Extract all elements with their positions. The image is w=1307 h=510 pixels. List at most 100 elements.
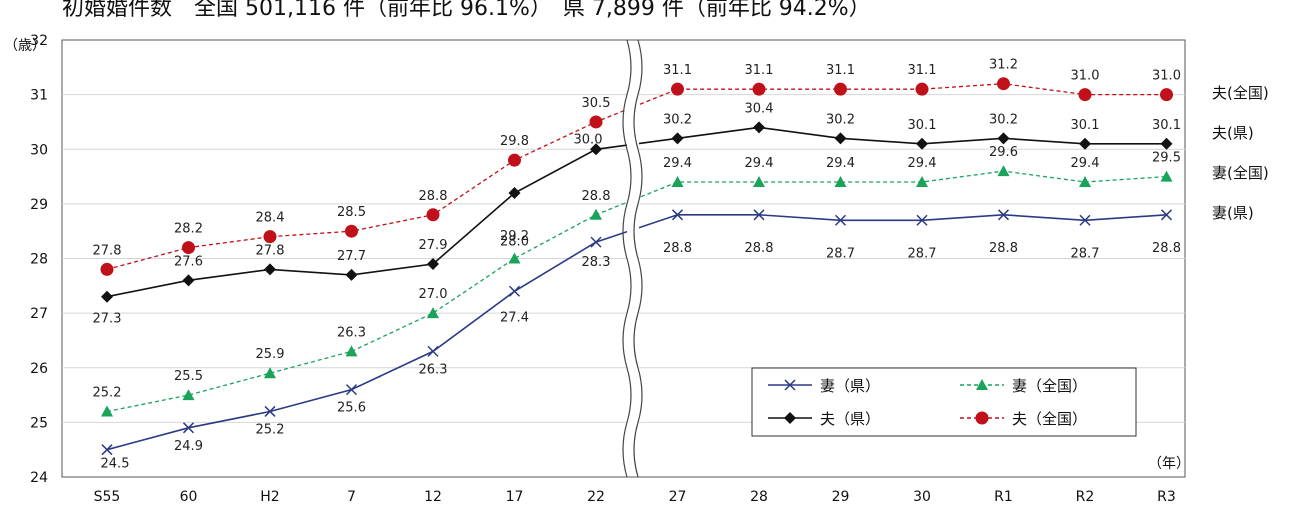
data-label: 31.1 [745,63,774,78]
side-label: 妻(県) [1212,204,1254,222]
data-point-husband_nat [1160,88,1173,102]
data-label: 29.4 [663,156,692,171]
data-point-husband_nat [263,230,277,244]
y-tick-label: 25 [30,415,48,431]
legend-label: 妻（県） [820,377,880,395]
data-label: 31.2 [989,58,1018,73]
data-label: 31.1 [826,63,855,78]
data-point-husband_pref [997,132,1010,145]
data-point-wife_pref [427,345,439,357]
data-label: 25.5 [174,369,203,384]
data-label: 28.8 [1152,241,1181,256]
data-point-husband_pref [834,132,847,145]
legend-label: 妻（全国） [1012,377,1087,395]
data-label: 30.2 [826,112,855,127]
data-label: 27.4 [500,310,529,325]
data-point-wife_nat [427,307,439,319]
data-point-wife_nat [753,176,765,188]
x-tick-label: 28 [750,489,768,505]
x-tick-label: 22 [587,489,605,505]
data-point-husband_pref [101,290,113,303]
data-label: 25.2 [93,385,122,400]
chart-caption: 初婚婚件数 全国 501,116 件（前年比 96.1%） 県 7,899 件（… [62,0,871,21]
data-point-husband_pref [508,186,521,199]
data-label: 27.6 [174,254,203,269]
data-point-husband_pref [753,121,765,134]
data-point-husband_nat [997,77,1010,91]
data-label: 28.7 [908,246,937,261]
side-label: 夫(県) [1212,124,1254,142]
x-tick-label: 12 [424,489,442,505]
data-point-husband_pref [1079,137,1091,150]
data-label: 27.8 [256,243,285,258]
data-label: 24.9 [174,439,203,454]
data-point-husband_nat [834,82,847,96]
data-point-wife_nat [590,208,602,220]
y-tick-label: 32 [30,33,48,49]
data-point-husband_nat [915,82,929,96]
x-tick-label: S55 [94,489,121,505]
data-point-wife_pref [916,214,928,226]
data-point-husband_pref [345,268,358,281]
data-point-husband_pref [182,274,195,287]
side-label: 妻(全国) [1212,164,1269,182]
x-tick-label: 60 [180,489,198,505]
y-tick-label: 28 [30,252,48,268]
y-tick-label: 30 [30,142,48,158]
data-point-wife_pref [345,384,358,396]
data-label: 28.2 [174,222,203,237]
y-tick-label: 27 [30,306,48,322]
data-point-husband_nat [508,153,521,167]
data-label: 28.0 [500,235,529,250]
legend-label: 夫（全国） [1012,410,1087,428]
data-point-husband_pref [671,132,684,145]
data-point-wife_nat [916,176,928,188]
legend-label: 夫（県） [820,410,880,428]
data-point-husband_nat [345,224,358,238]
data-point-wife_nat [101,405,113,417]
data-label: 29.8 [500,134,529,149]
data-label: 29.4 [908,156,937,171]
data-label: 28.8 [989,241,1018,256]
x-tick-label: H2 [260,489,279,505]
y-tick-label: 31 [30,88,48,104]
data-label: 28.4 [256,211,285,226]
x-axis-unit: （年） [1148,456,1190,472]
data-label: 31.0 [1152,69,1181,84]
y-tick-label: 26 [30,361,48,377]
data-point-husband_nat [752,82,766,96]
data-label: 31.1 [908,63,937,78]
x-tick-label: R3 [1157,489,1176,505]
data-label: 30.1 [908,118,937,133]
legend-box [751,367,1137,437]
axis-break [622,39,643,478]
data-label: 29.5 [1152,151,1181,166]
data-label: 31.0 [1071,69,1100,84]
data-label: 28.8 [582,189,611,204]
data-point-husband_pref [590,143,602,156]
data-point-wife_pref [997,209,1010,221]
series-markers [100,77,1173,456]
x-tick-label: R2 [1076,489,1095,505]
data-point-wife_nat [671,176,684,188]
data-label: 27.7 [337,249,366,264]
y-tick-label: 24 [30,470,48,486]
data-label: 28.7 [1071,246,1100,261]
data-point-husband_pref [264,263,276,276]
data-label: 25.9 [256,347,285,362]
data-label: 27.0 [419,287,448,302]
axis-break-line [633,39,643,478]
data-point-wife_nat [264,367,276,379]
x-tick-label: 17 [506,489,524,505]
data-point-wife_nat [182,389,195,401]
legend-marker-wife_nat [976,379,988,390]
data-label: 30.2 [989,112,1018,127]
data-point-wife_pref [1079,214,1091,226]
legend-marker-husband_pref [784,412,796,424]
data-point-wife_nat [997,165,1010,177]
data-label: 29.4 [1071,156,1100,171]
data-point-husband_pref [1160,137,1173,150]
data-point-husband_pref [916,137,928,150]
data-label: 28.5 [337,205,366,220]
